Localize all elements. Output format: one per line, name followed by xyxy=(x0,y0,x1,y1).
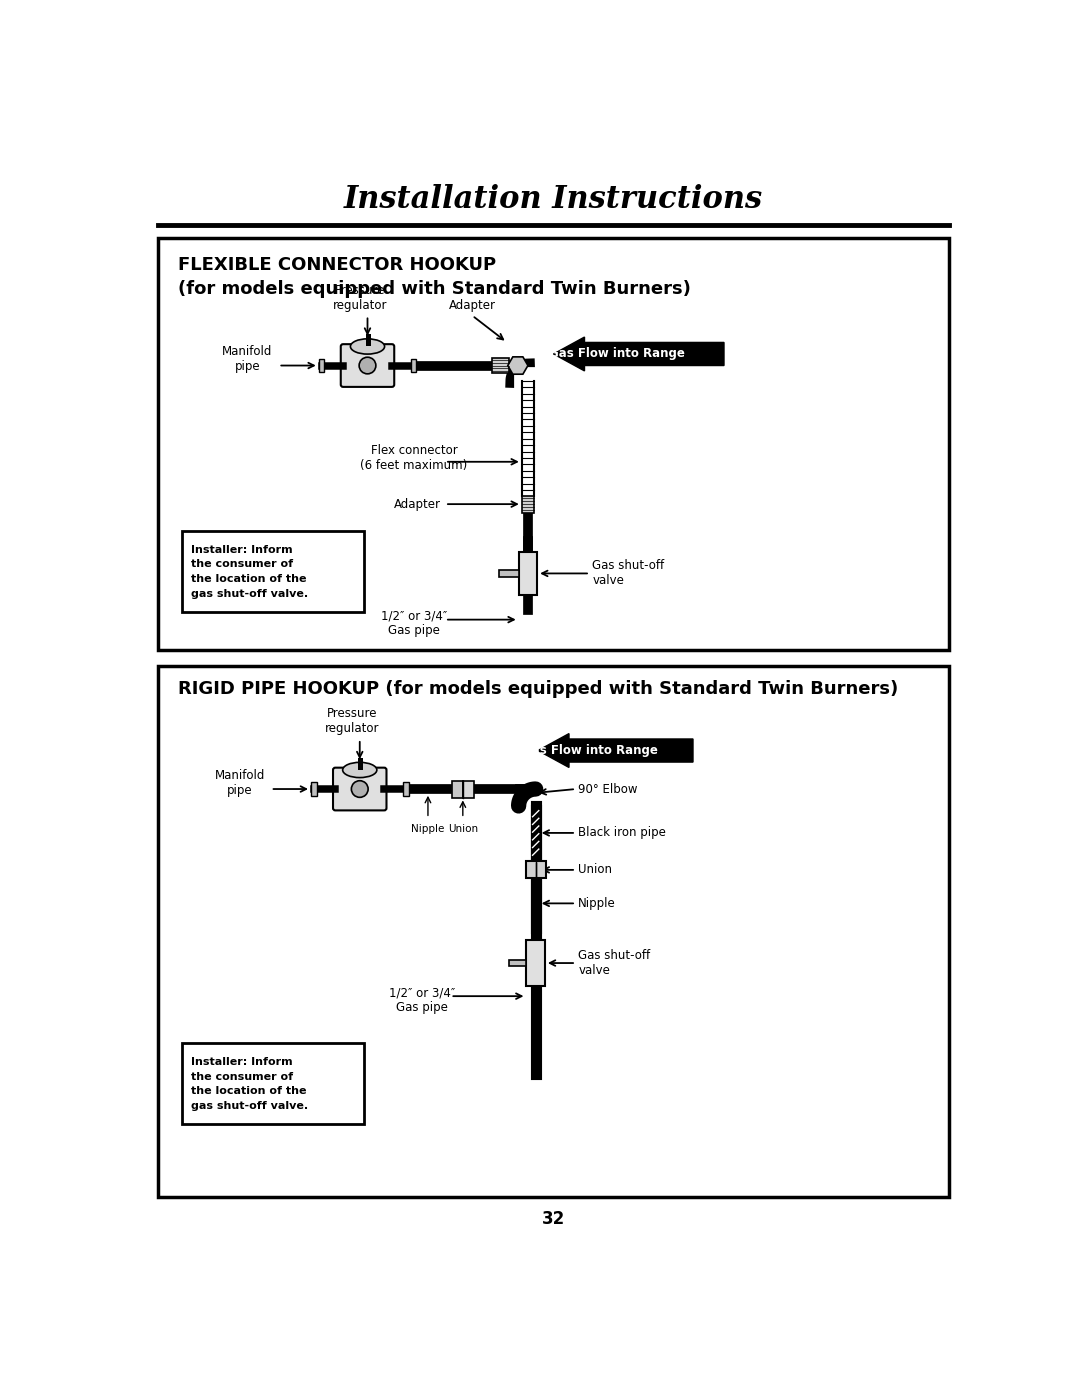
Text: Gas Flow into Range: Gas Flow into Range xyxy=(550,348,685,360)
Ellipse shape xyxy=(350,339,384,353)
Bar xyxy=(181,531,364,612)
FancyArrow shape xyxy=(554,337,724,372)
Bar xyxy=(181,1044,364,1125)
FancyBboxPatch shape xyxy=(341,344,394,387)
Text: Gas shut-off
valve: Gas shut-off valve xyxy=(592,559,664,587)
Bar xyxy=(410,359,416,373)
Text: Union: Union xyxy=(448,824,477,834)
Text: Pressure
regulator: Pressure regulator xyxy=(333,284,387,312)
Bar xyxy=(522,496,535,513)
Circle shape xyxy=(351,781,368,798)
Ellipse shape xyxy=(342,763,377,778)
Bar xyxy=(527,863,536,877)
Text: Nipple: Nipple xyxy=(578,897,616,909)
Bar xyxy=(463,781,474,798)
Text: RIGID PIPE HOOKUP (for models equipped with Standard Twin Burners): RIGID PIPE HOOKUP (for models equipped w… xyxy=(177,680,897,698)
Text: Flex connector
(6 feet maximum): Flex connector (6 feet maximum) xyxy=(361,444,468,472)
Bar xyxy=(526,862,545,879)
Text: Gas Flow into Range: Gas Flow into Range xyxy=(523,745,658,757)
Bar xyxy=(536,863,544,877)
Text: Adapter: Adapter xyxy=(448,299,496,312)
Text: Installation Instructions: Installation Instructions xyxy=(343,184,764,215)
Bar xyxy=(403,782,408,796)
Text: (for models equipped with Standard Twin Burners): (for models equipped with Standard Twin … xyxy=(177,279,690,298)
Text: Pressure
regulator: Pressure regulator xyxy=(325,707,379,735)
Bar xyxy=(159,666,948,1197)
Polygon shape xyxy=(508,356,528,374)
Text: 90° Elbow: 90° Elbow xyxy=(578,782,638,795)
FancyBboxPatch shape xyxy=(333,768,387,810)
Text: Gas shut-off
valve: Gas shut-off valve xyxy=(578,949,650,977)
Text: Nipple: Nipple xyxy=(411,824,445,834)
Text: Installer: Inform
the consumer of
the location of the
gas shut-off valve.: Installer: Inform the consumer of the lo… xyxy=(191,545,308,599)
Text: Installer: Inform
the consumer of
the location of the
gas shut-off valve.: Installer: Inform the consumer of the lo… xyxy=(191,1056,308,1111)
Text: Manifold
pipe: Manifold pipe xyxy=(222,345,272,373)
Circle shape xyxy=(360,358,376,374)
Text: Union: Union xyxy=(578,863,612,876)
Text: 1/2″ or 3/4″
Gas pipe: 1/2″ or 3/4″ Gas pipe xyxy=(381,609,447,637)
FancyArrow shape xyxy=(538,733,693,767)
Bar xyxy=(451,781,463,798)
Bar xyxy=(319,359,324,373)
Text: 32: 32 xyxy=(542,1210,565,1228)
Bar xyxy=(526,940,545,986)
Bar xyxy=(499,570,518,577)
Text: 1/2″ or 3/4″
Gas pipe: 1/2″ or 3/4″ Gas pipe xyxy=(389,986,455,1014)
Text: Black iron pipe: Black iron pipe xyxy=(578,827,666,840)
Bar xyxy=(311,782,316,796)
Text: Manifold
pipe: Manifold pipe xyxy=(215,768,265,796)
Bar xyxy=(159,239,948,651)
Bar xyxy=(518,552,537,595)
Bar xyxy=(509,960,526,967)
Bar xyxy=(492,358,510,373)
Text: FLEXIBLE CONNECTOR HOOKUP: FLEXIBLE CONNECTOR HOOKUP xyxy=(177,257,496,274)
Text: Adapter: Adapter xyxy=(394,497,442,511)
